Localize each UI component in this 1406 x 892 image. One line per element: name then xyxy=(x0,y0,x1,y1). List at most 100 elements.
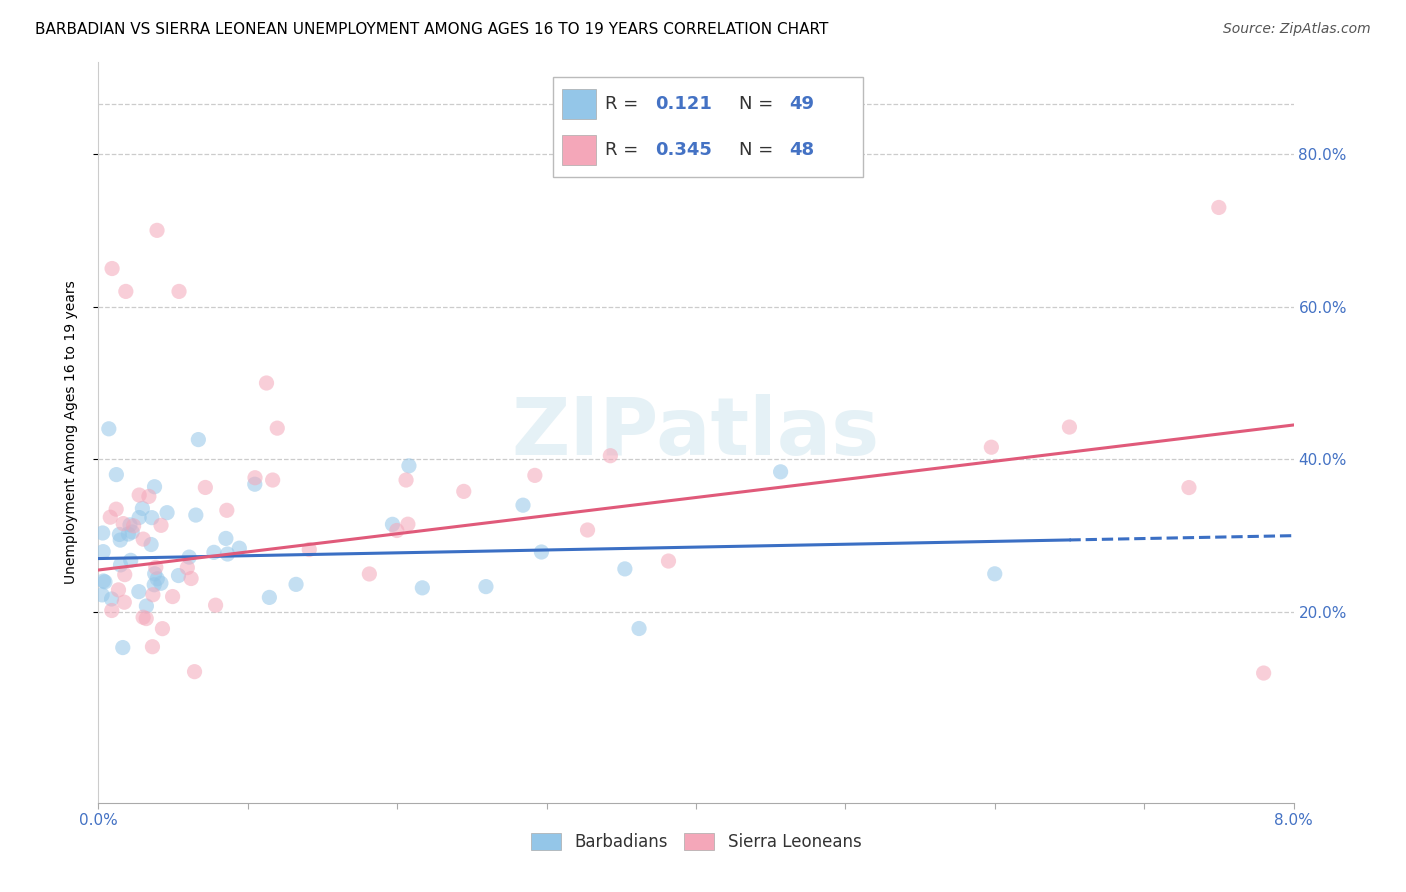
Point xyxy=(259,591,281,605)
Point xyxy=(150,518,173,533)
Point xyxy=(179,550,201,565)
Point xyxy=(243,477,266,491)
Point xyxy=(512,498,534,512)
Point xyxy=(599,449,621,463)
Point xyxy=(143,480,166,494)
Point xyxy=(128,584,150,599)
Point xyxy=(93,574,115,588)
Point xyxy=(285,577,308,591)
Point xyxy=(769,465,792,479)
Text: BARBADIAN VS SIERRA LEONEAN UNEMPLOYMENT AMONG AGES 16 TO 19 YEARS CORRELATION C: BARBADIAN VS SIERRA LEONEAN UNEMPLOYMENT… xyxy=(35,22,828,37)
Point xyxy=(128,488,150,502)
Point xyxy=(101,261,124,276)
Point xyxy=(141,510,163,524)
Point xyxy=(217,547,239,561)
Point xyxy=(135,611,157,625)
Point xyxy=(145,560,167,574)
Point xyxy=(146,572,169,586)
Point xyxy=(105,502,128,516)
Point xyxy=(110,533,132,547)
Point xyxy=(111,640,134,655)
Point xyxy=(167,568,190,582)
Point xyxy=(131,501,153,516)
Point xyxy=(204,598,226,612)
Point xyxy=(91,588,114,602)
Point xyxy=(132,610,155,624)
Point xyxy=(613,562,636,576)
Point xyxy=(396,517,419,532)
Point xyxy=(1178,481,1201,495)
Point xyxy=(215,532,238,546)
Point xyxy=(100,592,122,607)
Point xyxy=(132,532,155,546)
Point xyxy=(100,603,122,617)
Point xyxy=(187,433,209,447)
Point xyxy=(215,503,238,517)
Point xyxy=(256,376,278,390)
Point xyxy=(184,508,207,522)
Point xyxy=(110,558,132,572)
Point xyxy=(1208,201,1230,215)
Point xyxy=(385,524,408,538)
Point xyxy=(298,542,321,557)
Point xyxy=(202,545,225,559)
Point xyxy=(657,554,679,568)
Point xyxy=(138,490,160,504)
Point xyxy=(395,473,418,487)
Point xyxy=(162,590,184,604)
Point xyxy=(530,545,553,559)
Point xyxy=(381,517,404,532)
Point xyxy=(112,595,135,609)
Point xyxy=(156,506,179,520)
Point xyxy=(167,285,190,299)
Point xyxy=(128,510,150,524)
Point xyxy=(117,527,139,541)
Point xyxy=(141,640,163,654)
Point xyxy=(91,544,114,558)
Point xyxy=(411,581,433,595)
Point xyxy=(176,560,198,574)
Point xyxy=(139,537,162,551)
Point xyxy=(97,422,120,436)
Point xyxy=(146,223,169,237)
Point xyxy=(453,484,475,499)
Point xyxy=(183,665,205,679)
Point xyxy=(107,582,129,597)
Point xyxy=(91,526,114,541)
Point xyxy=(98,510,121,524)
Text: Source: ZipAtlas.com: Source: ZipAtlas.com xyxy=(1223,22,1371,37)
Point xyxy=(1059,420,1081,434)
Point xyxy=(143,578,166,592)
Point xyxy=(120,553,142,567)
Point xyxy=(94,574,117,589)
Point xyxy=(152,622,174,636)
Point xyxy=(112,516,135,531)
Text: ZIPatlas: ZIPatlas xyxy=(512,393,880,472)
Point xyxy=(115,285,138,299)
Point xyxy=(628,622,651,636)
Point xyxy=(135,599,157,613)
Point xyxy=(122,519,145,533)
Point xyxy=(105,467,128,482)
Point xyxy=(262,473,284,487)
Point xyxy=(142,588,165,602)
Point xyxy=(980,440,1002,454)
Point xyxy=(121,524,143,539)
Point xyxy=(143,566,166,581)
Point xyxy=(576,523,599,537)
Point xyxy=(228,541,250,556)
Point xyxy=(359,566,381,581)
Point xyxy=(118,517,141,532)
Y-axis label: Unemployment Among Ages 16 to 19 years: Unemployment Among Ages 16 to 19 years xyxy=(63,281,77,584)
Point xyxy=(180,572,202,586)
Point xyxy=(523,468,546,483)
Point xyxy=(398,458,420,473)
Point xyxy=(149,576,172,591)
Point xyxy=(984,566,1007,581)
Point xyxy=(114,567,136,582)
Point xyxy=(108,527,131,541)
Point xyxy=(266,421,288,435)
Point xyxy=(194,480,217,494)
Legend: Barbadians, Sierra Leoneans: Barbadians, Sierra Leoneans xyxy=(524,826,868,857)
Point xyxy=(475,580,498,594)
